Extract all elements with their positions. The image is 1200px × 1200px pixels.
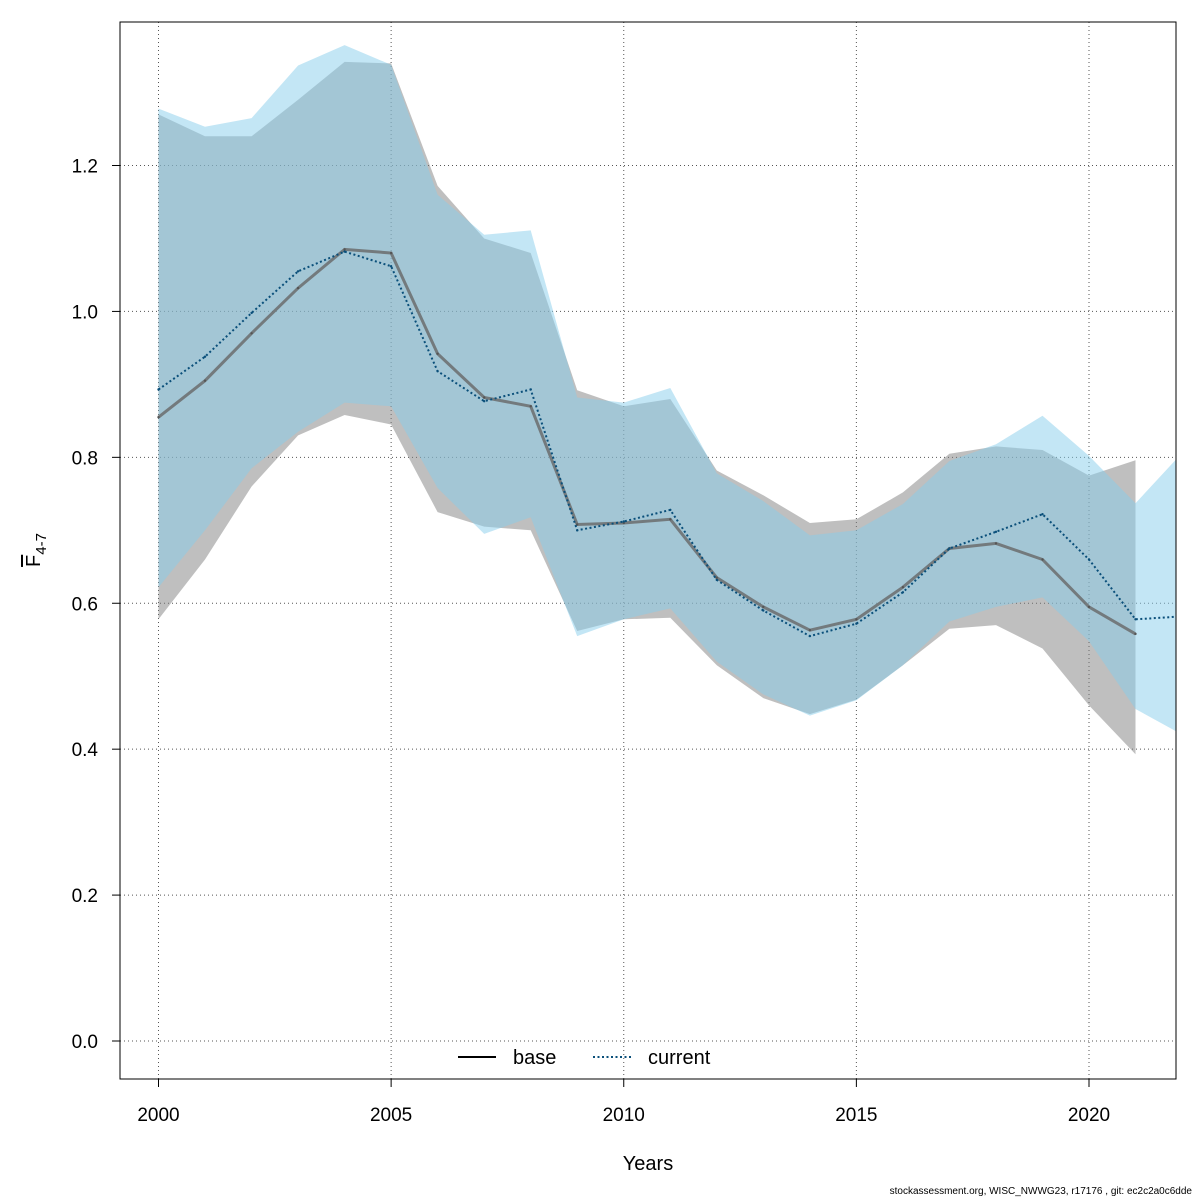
point-current xyxy=(529,388,532,391)
x-tick-label: 2000 xyxy=(137,1105,179,1126)
point-current xyxy=(808,634,812,638)
point-current xyxy=(576,529,579,532)
y-tick-label: 0.4 xyxy=(72,740,99,761)
y-tick-label: 1.0 xyxy=(72,302,98,323)
x-tick-label: 2020 xyxy=(1068,1105,1110,1126)
point-current xyxy=(1181,615,1183,617)
axes: 2000 2005 2010 2015 2020 0.0 0.2 0.4 0.6 0.8 1.0 1.… xyxy=(72,157,1111,1127)
point-base xyxy=(1041,558,1044,561)
x-tick-label: 2005 xyxy=(370,1105,412,1126)
point-base xyxy=(901,586,905,589)
x-axis-title: Years xyxy=(623,1153,673,1175)
legend-label-current: current xyxy=(648,1047,711,1069)
point-current xyxy=(948,547,951,550)
svg-text:F4-7: F4-7 xyxy=(23,533,50,567)
point-current xyxy=(762,609,765,612)
y-axis-title: F4-7 xyxy=(23,533,50,567)
point-current xyxy=(715,578,718,582)
y-axis-title-main: F xyxy=(23,555,45,567)
legend: base current xyxy=(458,1047,711,1069)
line-base xyxy=(157,247,1137,636)
point-current xyxy=(483,400,486,403)
y-tick-label: 0.0 xyxy=(72,1032,98,1053)
footer-credit: stockassessment.org, WISC_NWWG23, r17176… xyxy=(889,1186,1192,1197)
x-tick-label: 2015 xyxy=(835,1105,877,1126)
point-current xyxy=(250,311,253,315)
point-base xyxy=(715,576,718,579)
point-base xyxy=(762,605,765,609)
legend-label-base: base xyxy=(513,1047,556,1069)
point-current xyxy=(157,388,160,391)
point-base xyxy=(994,542,998,545)
point-current xyxy=(1134,618,1137,621)
point-base xyxy=(436,352,439,355)
point-base xyxy=(389,251,393,255)
y-tick-label: 1.2 xyxy=(72,157,98,178)
point-base xyxy=(250,332,253,335)
point-current xyxy=(901,591,905,594)
point-base xyxy=(343,248,346,251)
point-base xyxy=(1134,632,1137,636)
confidence-bands xyxy=(158,45,1176,755)
point-base xyxy=(157,416,160,419)
point-base xyxy=(1087,605,1091,609)
point-base xyxy=(808,629,812,632)
point-current xyxy=(994,530,998,533)
point-base xyxy=(576,523,579,526)
point-base xyxy=(669,518,672,521)
point-current xyxy=(622,520,625,523)
point-base xyxy=(529,405,532,408)
point-base xyxy=(203,379,207,382)
point-current xyxy=(1041,513,1044,516)
point-current xyxy=(669,508,672,512)
band-current xyxy=(158,45,1176,732)
y-axis-title-sub: 4-7 xyxy=(33,533,50,555)
point-base xyxy=(855,618,858,621)
point-base xyxy=(483,396,486,399)
point-current xyxy=(855,622,858,625)
x-tick-label: 2010 xyxy=(603,1105,645,1126)
y-tick-label: 0.6 xyxy=(72,594,98,615)
point-base xyxy=(296,286,300,290)
y-tick-label: 0.2 xyxy=(72,886,98,907)
point-current xyxy=(203,355,207,358)
point-current xyxy=(296,270,300,273)
y-tick-label: 0.8 xyxy=(72,448,98,469)
point-current xyxy=(389,265,393,268)
point-current xyxy=(343,250,346,253)
point-current xyxy=(1087,558,1091,561)
series-lines xyxy=(157,247,1183,638)
point-current xyxy=(436,370,439,373)
